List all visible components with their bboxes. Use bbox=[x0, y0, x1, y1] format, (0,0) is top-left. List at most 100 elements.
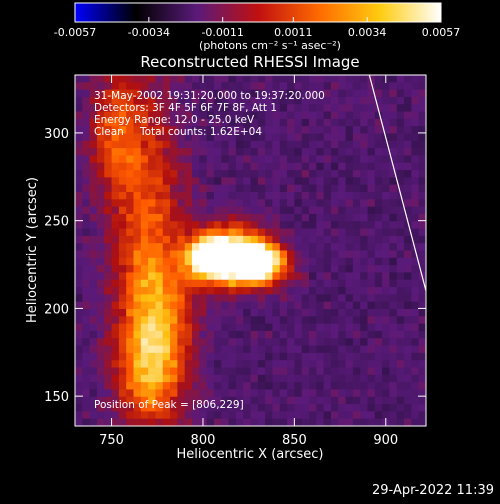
heatmap-cell bbox=[287, 235, 295, 244]
heatmap-cell bbox=[162, 221, 171, 230]
heatmap-cell bbox=[294, 389, 303, 398]
heatmap-cell bbox=[301, 250, 310, 259]
heatmap-cell bbox=[345, 126, 354, 134]
heatmap-cell bbox=[287, 126, 295, 134]
heatmap-cell bbox=[360, 177, 368, 186]
heatmap-cell bbox=[360, 126, 368, 134]
heatmap-cell bbox=[374, 140, 383, 149]
heatmap-cell bbox=[177, 155, 186, 164]
heatmap-cell bbox=[257, 118, 266, 127]
heatmap-cell bbox=[170, 265, 178, 273]
heatmap-cell bbox=[316, 221, 325, 230]
heatmap-cell bbox=[294, 89, 303, 98]
heatmap-cell bbox=[272, 228, 281, 237]
heatmap-cell bbox=[323, 352, 332, 361]
heatmap-cell bbox=[382, 367, 390, 376]
heatmap-cell bbox=[404, 316, 412, 325]
heatmap-cell bbox=[148, 104, 156, 113]
heatmap-cell bbox=[177, 104, 186, 113]
heatmap-cell bbox=[111, 257, 120, 266]
heatmap-cell bbox=[396, 170, 405, 178]
heatmap-cell bbox=[287, 192, 295, 200]
heatmap-cell bbox=[265, 184, 273, 193]
heatmap-cell bbox=[374, 257, 383, 266]
heatmap-cell bbox=[309, 301, 317, 310]
heatmap-cell bbox=[396, 162, 405, 171]
heatmap-cell bbox=[89, 199, 98, 208]
heatmap-cell bbox=[155, 184, 164, 193]
heatmap-cell bbox=[140, 382, 149, 390]
heatmap-cell bbox=[279, 118, 288, 127]
heatmap-cell bbox=[228, 316, 237, 325]
heatmap-cell bbox=[360, 148, 368, 156]
heatmap-cell bbox=[89, 257, 98, 266]
heatmap-cell bbox=[89, 250, 98, 259]
heatmap-cell bbox=[309, 221, 317, 230]
heatmap-cell bbox=[294, 272, 303, 281]
heatmap-cell bbox=[404, 111, 412, 120]
heatmap-cell bbox=[265, 374, 273, 383]
heatmap-cell bbox=[148, 133, 156, 142]
heatmap-cell bbox=[235, 250, 244, 259]
heatmap-cell bbox=[374, 177, 383, 186]
heatmap-cell bbox=[323, 382, 332, 390]
heatmap-cell bbox=[192, 404, 200, 412]
heatmap-cell bbox=[352, 323, 361, 332]
heatmap-cell bbox=[104, 396, 113, 405]
heatmap-cell bbox=[374, 287, 383, 295]
heatmap-cell bbox=[411, 338, 420, 347]
heatmap-cell bbox=[294, 235, 303, 244]
heatmap-cell bbox=[206, 418, 215, 426]
heatmap-cell bbox=[140, 155, 149, 164]
heatmap-cell bbox=[265, 250, 273, 259]
heatmap-cell bbox=[294, 411, 303, 420]
heatmap-cell bbox=[243, 75, 251, 83]
heatmap-cell bbox=[272, 338, 281, 347]
heatmap-cell bbox=[126, 279, 134, 288]
heatmap-cell bbox=[404, 228, 412, 237]
heatmap-cell bbox=[330, 404, 339, 412]
heatmap-cell bbox=[367, 140, 376, 149]
heatmap-cell bbox=[228, 418, 237, 426]
heatmap-cell bbox=[96, 404, 105, 412]
heatmap-cell bbox=[345, 374, 354, 383]
heatmap-cell bbox=[287, 148, 295, 156]
heatmap-cell bbox=[104, 382, 113, 390]
heatmap-cell bbox=[338, 213, 347, 222]
heatmap-cell bbox=[279, 75, 288, 83]
heatmap-cell bbox=[177, 250, 186, 259]
heatmap-cell bbox=[206, 243, 215, 251]
heatmap-cell bbox=[265, 294, 273, 303]
heatmap-cell bbox=[309, 323, 317, 332]
heatmap-cell bbox=[162, 75, 171, 83]
heatmap-cell bbox=[301, 389, 310, 398]
heatmap-cell bbox=[228, 272, 237, 281]
heatmap-cell bbox=[104, 389, 113, 398]
heatmap-cell bbox=[184, 118, 193, 127]
heatmap-cell bbox=[89, 265, 98, 273]
heatmap-cell bbox=[367, 177, 376, 186]
heatmap-cell bbox=[170, 89, 178, 98]
heatmap-cell bbox=[301, 221, 310, 230]
heatmap-cell bbox=[265, 367, 273, 376]
heatmap-cell bbox=[316, 345, 325, 354]
heatmap-cell bbox=[82, 140, 91, 149]
heatmap-cell bbox=[118, 155, 127, 164]
heatmap-cell bbox=[389, 199, 398, 208]
heatmap-cell bbox=[301, 82, 310, 91]
heatmap-cell bbox=[177, 111, 186, 120]
heatmap-cell bbox=[396, 279, 405, 288]
heatmap-cell bbox=[374, 126, 383, 134]
heatmap-cell bbox=[126, 411, 134, 420]
heatmap-cell bbox=[338, 133, 347, 142]
heatmap-cell bbox=[192, 360, 200, 368]
heatmap-cell bbox=[133, 126, 142, 134]
heatmap-cell bbox=[257, 235, 266, 244]
heatmap-cell bbox=[330, 170, 339, 178]
heatmap-cell bbox=[382, 235, 390, 244]
heatmap-cell bbox=[162, 338, 171, 347]
heatmap-cell bbox=[316, 265, 325, 273]
heatmap-cell bbox=[279, 155, 288, 164]
heatmap-cell bbox=[389, 184, 398, 193]
heatmap-cell bbox=[206, 192, 215, 200]
